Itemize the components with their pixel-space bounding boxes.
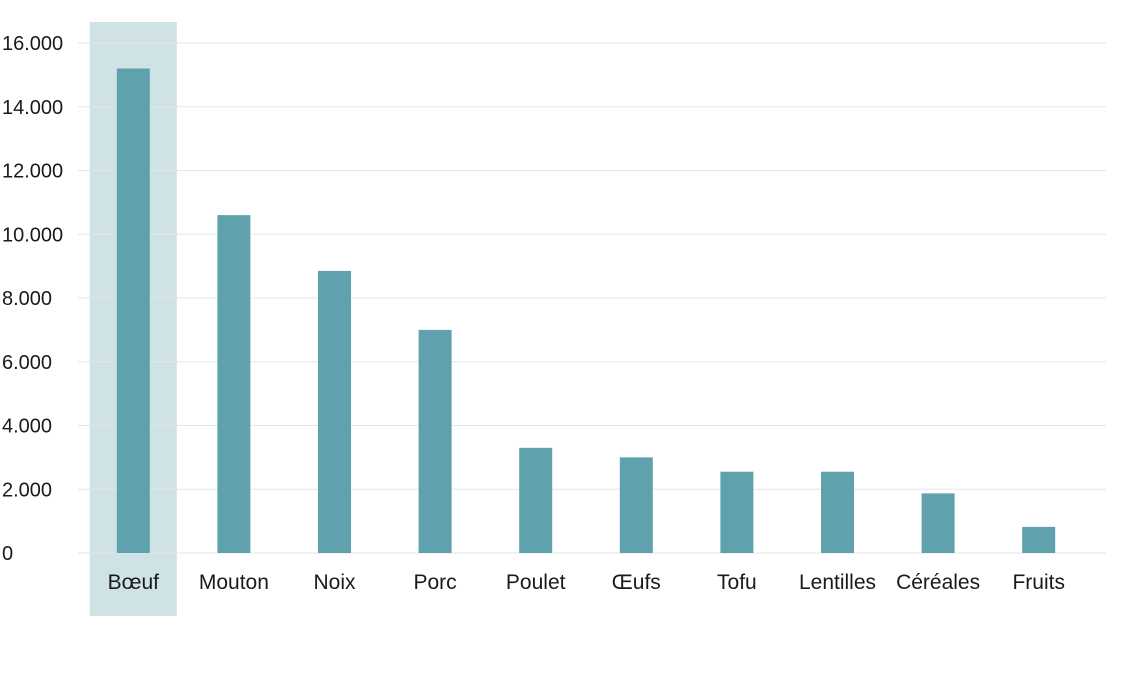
bar-8 xyxy=(921,493,955,553)
x-axis-labels: Bœuf Mouton Noix Porc Poulet Œufs Tofu Lentille… xyxy=(108,571,1065,594)
y-tick-label: 6.000 xyxy=(2,352,52,374)
y-tick-label: 12.000 xyxy=(2,161,63,183)
x-tick-label: Céréales xyxy=(896,571,980,594)
bar-5 xyxy=(619,457,653,553)
bar-9 xyxy=(1022,526,1056,553)
bar-1 xyxy=(217,215,251,553)
y-tick-label: 10.000 xyxy=(2,224,63,246)
x-tick-label: Noix xyxy=(313,571,356,594)
x-tick-label: Lentilles xyxy=(799,571,876,594)
bar-7 xyxy=(821,471,854,553)
y-axis-ticks: 0 2.000 4.000 6.000 8.000 10.000 12.000 14.000 1… xyxy=(2,33,63,565)
bar-2 xyxy=(318,270,351,553)
x-tick-label: Fruits xyxy=(1012,571,1065,594)
y-tick-label: 16.000 xyxy=(2,33,63,55)
bar-4 xyxy=(519,447,553,553)
x-tick-label: Œufs xyxy=(612,571,661,594)
x-tick-label: Poulet xyxy=(506,571,566,594)
bars xyxy=(116,68,1056,553)
y-tick-label: 4.000 xyxy=(2,416,52,438)
x-tick-label: Tofu xyxy=(717,571,757,594)
x-tick-label: Bœuf xyxy=(108,571,160,594)
x-tick-label: Porc xyxy=(414,571,457,594)
y-tick-label: 8.000 xyxy=(2,288,52,310)
bar-0 xyxy=(116,68,150,553)
y-tick-label: 0 xyxy=(2,543,13,565)
y-tick-label: 14.000 xyxy=(2,97,63,119)
bar-3 xyxy=(418,329,452,553)
bar-6 xyxy=(720,471,754,553)
y-tick-label: 2.000 xyxy=(2,479,52,501)
x-tick-label: Mouton xyxy=(199,571,269,594)
